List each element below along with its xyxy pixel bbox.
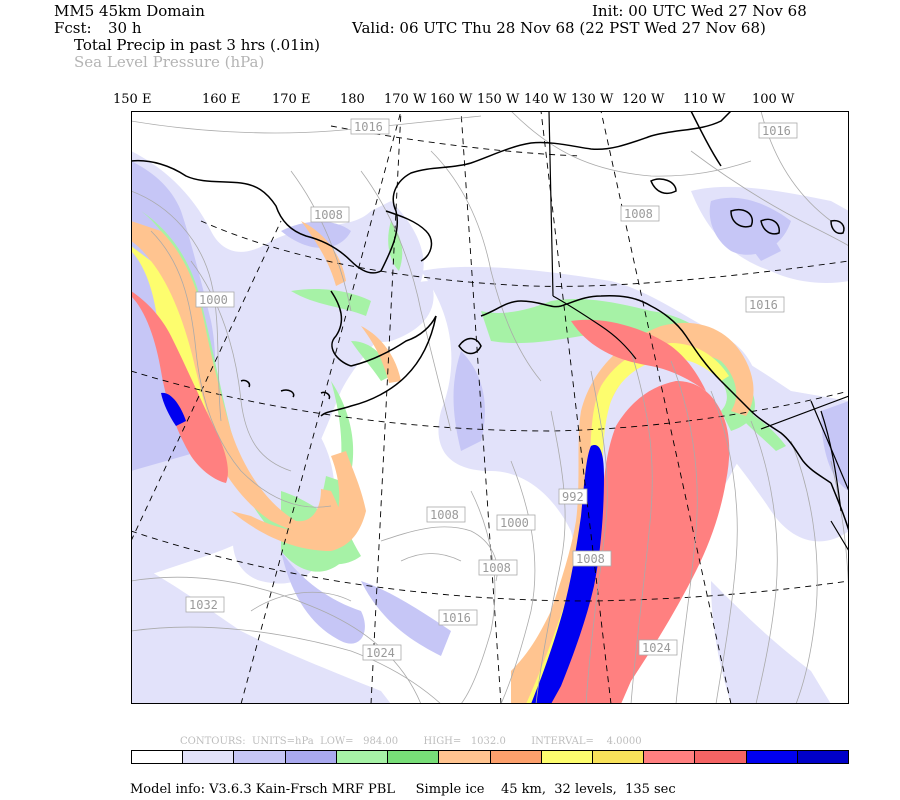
legend-swatch [592, 751, 645, 763]
contour-label: 1016 [354, 120, 383, 134]
weather-map: 1016 1016 1008 1008 1016 1000 1032 1008 … [131, 111, 849, 704]
lon-label: 120 W [622, 92, 665, 107]
contour-label: 1008 [430, 508, 459, 522]
contour-label: 992 [562, 490, 584, 504]
contour-label: 1024 [366, 646, 395, 660]
legend-swatch [797, 751, 849, 763]
legend-swatch [234, 751, 286, 763]
forecast-label: Fcst: [54, 19, 92, 37]
legend-swatch [439, 751, 491, 763]
legend-swatch [388, 751, 440, 763]
init-time: Init: 00 UTC Wed 27 Nov 68 [592, 2, 807, 20]
contour-info: CONTOURS: UNITS=hPa LOW= 984.00 HIGH= 10… [180, 736, 642, 747]
lon-label: 170 E [272, 92, 311, 107]
legend-swatch [183, 751, 235, 763]
precip-blue-areas [161, 392, 604, 704]
pressure-contours [131, 111, 849, 704]
field-secondary: Sea Level Pressure (hPa) [74, 53, 265, 71]
lon-label: 130 W [571, 92, 614, 107]
legend-swatch [695, 751, 747, 763]
legend-swatch [746, 751, 798, 763]
contour-label: 1008 [482, 561, 511, 575]
lon-label: 150 E [113, 92, 152, 107]
contour-label: 1016 [762, 124, 791, 138]
precip-color-legend [131, 750, 849, 764]
lon-label: 160 E [202, 92, 241, 107]
valid-time: Valid: 06 UTC Thu 28 Nov 68 (22 PST Wed … [352, 19, 766, 37]
lon-label: 160 W [430, 92, 473, 107]
legend-swatch [132, 751, 184, 763]
map-frame [131, 111, 849, 704]
forecast-value: 30 h [108, 19, 142, 37]
legend-swatch [285, 751, 337, 763]
lon-label: 110 W [683, 92, 726, 107]
lon-label: 180 [340, 92, 365, 107]
contour-labels: 1016 1016 1008 1008 1016 1000 1032 1008 … [185, 118, 798, 661]
legend-swatch [644, 751, 696, 763]
legend-swatch [490, 751, 542, 763]
contour-label: 1016 [442, 611, 471, 625]
lon-label: 140 W [524, 92, 567, 107]
lon-label: 100 W [752, 92, 795, 107]
precip-red-areas [131, 291, 730, 704]
model-info: Model info: V3.6.3 Kain-Frsch MRF PBL Si… [130, 782, 676, 797]
legend-swatch [541, 751, 593, 763]
coastlines [131, 111, 849, 532]
contour-label: 1016 [749, 298, 778, 312]
contour-label: 1024 [642, 641, 671, 655]
contour-label: 1008 [576, 552, 605, 566]
contour-label: 1032 [189, 598, 218, 612]
contour-label: 1008 [624, 207, 653, 221]
contour-label: 1000 [500, 516, 529, 530]
lon-label: 150 W [477, 92, 520, 107]
legend-swatch [336, 751, 389, 763]
contour-label: 1000 [199, 293, 228, 307]
lon-label: 170 W [384, 92, 427, 107]
contour-label: 1008 [314, 208, 343, 222]
field-primary: Total Precip in past 3 hrs (.01in) [74, 36, 321, 54]
political-boundaries [548, 111, 849, 552]
domain-title: MM5 45km Domain [54, 2, 205, 20]
